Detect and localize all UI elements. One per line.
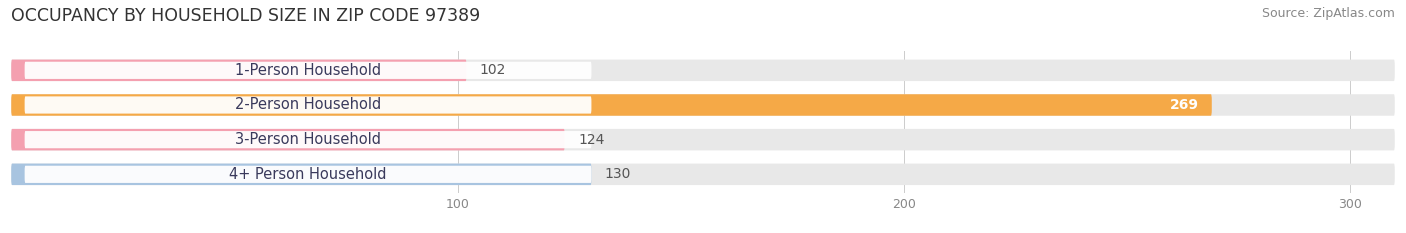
Text: 3-Person Household: 3-Person Household	[235, 132, 381, 147]
Text: 1-Person Household: 1-Person Household	[235, 63, 381, 78]
Text: OCCUPANCY BY HOUSEHOLD SIZE IN ZIP CODE 97389: OCCUPANCY BY HOUSEHOLD SIZE IN ZIP CODE …	[11, 7, 481, 25]
Text: Source: ZipAtlas.com: Source: ZipAtlas.com	[1261, 7, 1395, 20]
Text: 130: 130	[605, 167, 631, 181]
FancyBboxPatch shape	[11, 164, 592, 185]
FancyBboxPatch shape	[25, 62, 592, 79]
FancyBboxPatch shape	[11, 94, 1395, 116]
FancyBboxPatch shape	[11, 129, 1395, 151]
FancyBboxPatch shape	[11, 94, 1212, 116]
FancyBboxPatch shape	[11, 164, 1395, 185]
FancyBboxPatch shape	[11, 60, 467, 81]
FancyBboxPatch shape	[25, 96, 592, 114]
FancyBboxPatch shape	[25, 131, 592, 148]
Text: 269: 269	[1170, 98, 1198, 112]
FancyBboxPatch shape	[25, 166, 592, 183]
FancyBboxPatch shape	[11, 129, 565, 151]
Text: 2-Person Household: 2-Person Household	[235, 97, 381, 113]
Text: 4+ Person Household: 4+ Person Household	[229, 167, 387, 182]
Text: 102: 102	[479, 63, 506, 77]
Text: 124: 124	[578, 133, 605, 147]
FancyBboxPatch shape	[11, 60, 1395, 81]
